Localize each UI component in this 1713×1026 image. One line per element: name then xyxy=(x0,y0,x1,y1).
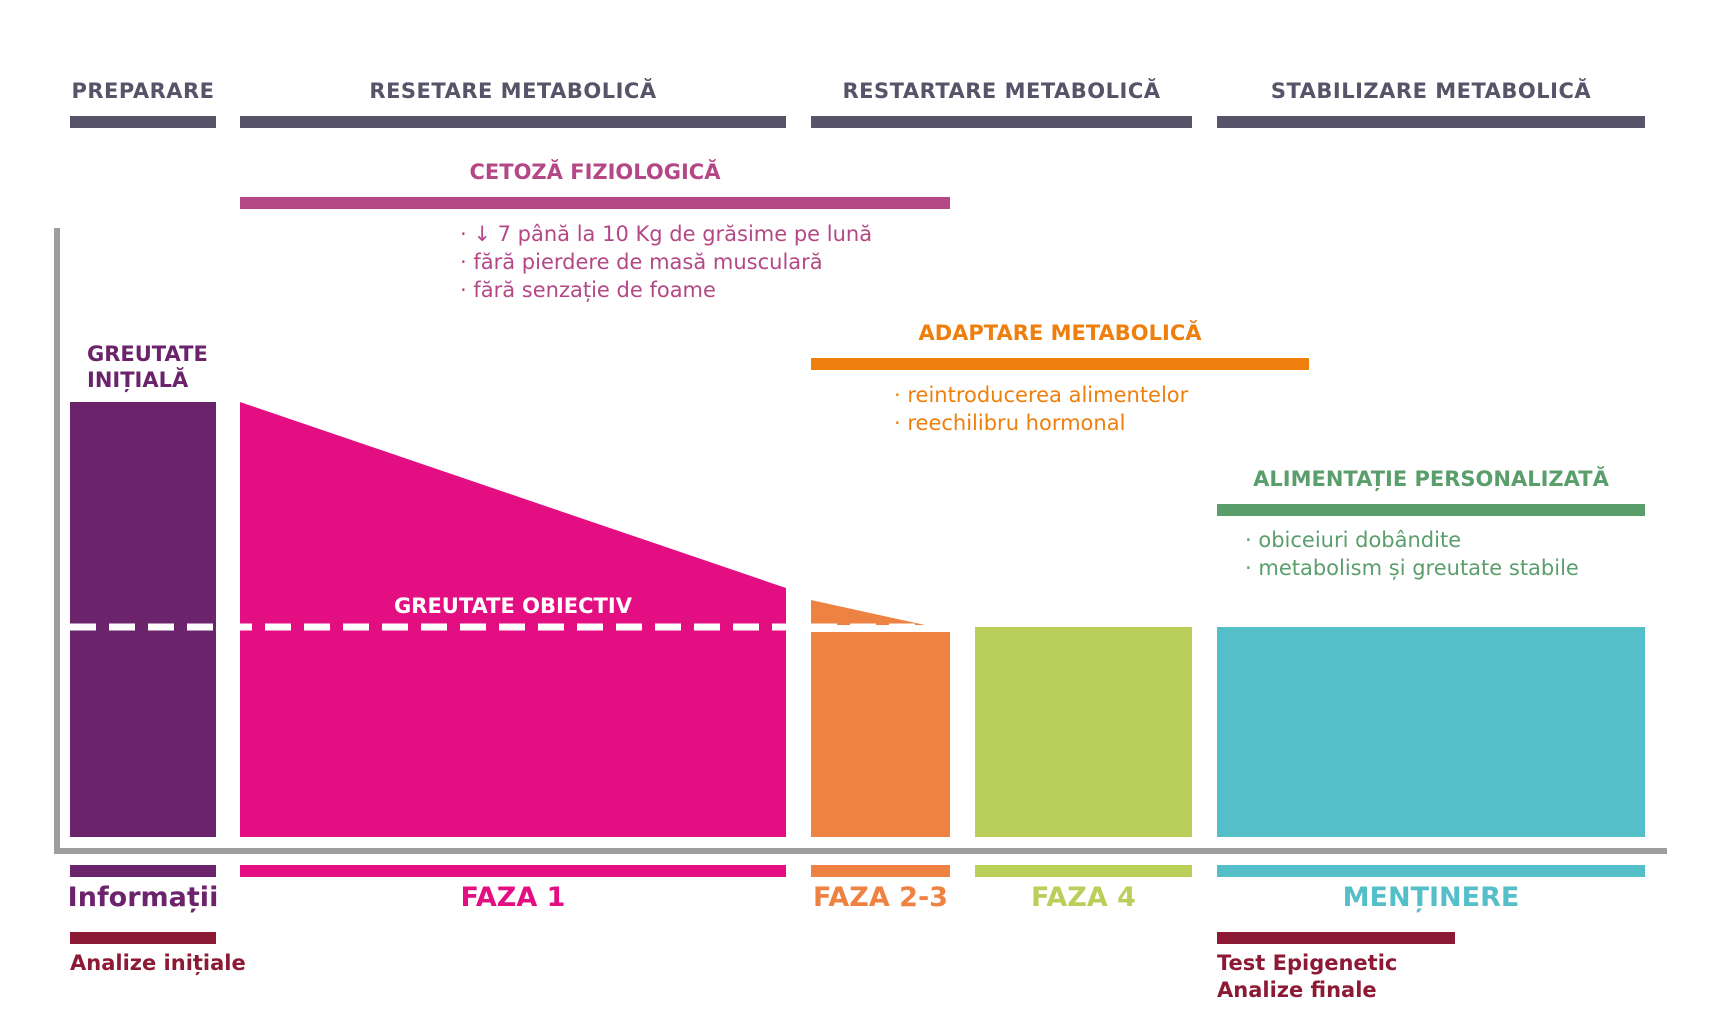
cetoza-bar xyxy=(240,197,950,209)
analize-finale-label: Analize finale xyxy=(1217,978,1377,1002)
analize-initiale-label: Analize inițiale xyxy=(70,951,246,975)
alimentatie-item: metabolism și greutate stabile xyxy=(1245,554,1578,582)
stage-stabilizare-title: STABILIZARE METABOLICĂ xyxy=(1270,79,1592,103)
stage-resetare-title: RESETARE METABOLICĂ xyxy=(369,79,657,103)
alimentatie-bar xyxy=(1217,504,1645,516)
adaptare-list: reintroducerea alimentelor reechilibru h… xyxy=(894,381,1188,437)
cetoza-title: CETOZĂ FIZIOLOGICĂ xyxy=(469,160,721,184)
faza4-block xyxy=(975,627,1192,837)
stage-preparare-title: PREPARARE xyxy=(71,79,215,103)
phase-faza23: FAZA 2-3 xyxy=(813,882,948,913)
alimentatie-item: obiceiuri dobândite xyxy=(1245,526,1579,554)
preparare-block xyxy=(70,402,216,837)
final-tests-bar xyxy=(1217,932,1455,944)
cetoza-item: fără senzație de foame xyxy=(460,276,872,304)
cetoza-item: fără pierdere de masă musculară xyxy=(460,248,872,276)
stage-stabilizare-bar xyxy=(1217,116,1645,128)
faza23-bar xyxy=(811,865,950,877)
greutate-initiala-label: GREUTATE INIȚIALĂ xyxy=(87,342,208,392)
phase-mentinere: MENȚINERE xyxy=(1342,882,1520,913)
cetoza-list: ↓ 7 până la 10 Kg de grăsime pe lună făr… xyxy=(460,220,872,304)
mentinere-bar xyxy=(1217,865,1645,877)
greutate-obiectiv-label: GREUTATE OBIECTIV xyxy=(394,594,632,618)
informatii-bar xyxy=(70,865,216,877)
stage-preparare-bar xyxy=(70,116,216,128)
stage-restartare-title: RESTARTARE METABOLICĂ xyxy=(842,79,1161,103)
faza1-block xyxy=(240,402,786,837)
adaptare-title: ADAPTARE METABOLICĂ xyxy=(918,321,1202,345)
cetoza-item: ↓ 7 până la 10 Kg de grăsime pe lună xyxy=(460,220,872,248)
stage-resetare-bar xyxy=(240,116,786,128)
phase-faza4: FAZA 4 xyxy=(1031,882,1136,913)
faza1-bar xyxy=(240,865,786,877)
phase-faza1: FAZA 1 xyxy=(460,882,566,913)
phase-informatii: Informații xyxy=(67,882,219,913)
mentinere-block xyxy=(1217,627,1645,837)
alimentatie-list: obiceiuri dobândite metabolism și greuta… xyxy=(1245,526,1579,582)
analize-initiale-bar xyxy=(70,932,216,944)
faza23-block xyxy=(811,632,950,837)
faza4-bar xyxy=(975,865,1192,877)
adaptare-item: reintroducerea alimentelor xyxy=(894,381,1188,409)
test-epigenetic-label: Test Epigenetic xyxy=(1217,951,1398,975)
adaptare-item: reechilibru hormonal xyxy=(894,409,1188,437)
faza23-tip xyxy=(811,600,925,625)
adaptare-bar xyxy=(811,358,1309,370)
alimentatie-title: ALIMENTAȚIE PERSONALIZATĂ xyxy=(1253,467,1609,491)
stage-restartare-bar xyxy=(811,116,1192,128)
